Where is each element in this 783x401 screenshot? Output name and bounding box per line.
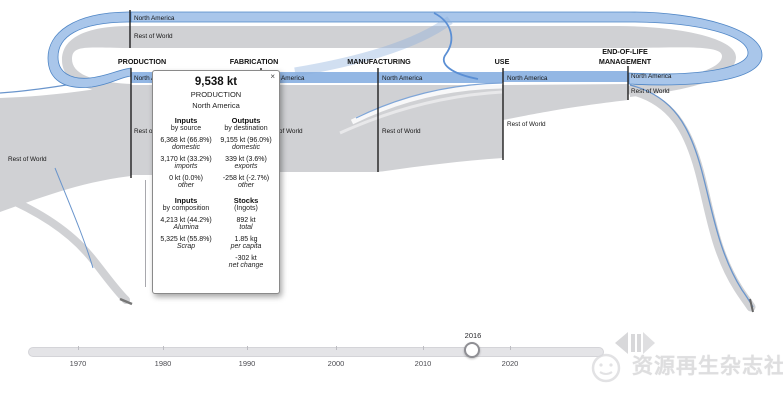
manufacturing-node-label-na: North America [382, 75, 423, 82]
tooltip-row: 4,213 kt (44.2%) Alumina [160, 217, 212, 231]
tooltip-row: -258 kt (-2.7%) other [222, 175, 270, 189]
tooltip-close-icon[interactable]: × [270, 72, 275, 81]
swoosh-white-band-1 [350, 83, 503, 125]
tooltip-region: North America [192, 101, 240, 110]
timeline-year-label: 2020 [501, 359, 519, 368]
flow-grey-fabrication-manufacturing[interactable] [261, 85, 378, 172]
tooltip-row: 3,170 kt (33.2%) imports [160, 156, 212, 170]
timeline-tick [336, 346, 337, 350]
flow-blue-fabrication-manufacturing[interactable] [261, 72, 378, 83]
timeline-year-label: 1990 [238, 359, 256, 368]
tooltip-row: 6,368 kt (66.8%) domestic [160, 137, 212, 151]
tooltip-row: 5,325 kt (55.8%) Scrap [160, 236, 212, 250]
timeline-tick [510, 346, 511, 350]
loop-grey-top-band[interactable] [131, 26, 736, 97]
tooltip-row: 0 kt (0.0%) other [169, 175, 203, 189]
flow-blue-use-eol[interactable] [503, 71, 628, 82]
scrap-node-label-na: North America [134, 15, 175, 22]
timeline-track[interactable] [28, 347, 604, 357]
tooltip-row-empty [158, 255, 214, 269]
timeline-tick [247, 346, 248, 350]
manufacturing-node-label-row: Rest of World [382, 128, 421, 135]
swoosh-blue-band-line [355, 82, 503, 119]
stage-header-production: PRODUCTION [118, 57, 166, 66]
use-node-label-row: Rest of World [507, 121, 546, 128]
timeline-tick [163, 346, 164, 350]
flow-grey-use-eol[interactable] [503, 84, 628, 120]
stage-header-eol-line1: END-OF-LIFE [602, 47, 648, 56]
tooltip-stage: PRODUCTION [190, 90, 242, 99]
sink-bar-right [749, 298, 754, 313]
loop-blue-top-band[interactable] [130, 11, 763, 86]
tooltip-inputs-composition-header: Inputs by composition [162, 196, 210, 212]
eol-node-label-na: North America [631, 73, 672, 80]
stage-header-use: USE [495, 57, 510, 66]
tooltip-row: 1.85 kg per capita [230, 236, 262, 250]
tooltip-outputs-header: Outputs by destination [224, 116, 268, 132]
timeline-year-label: 1970 [69, 359, 87, 368]
timeline-year-label: 2010 [414, 359, 432, 368]
node-tooltip: × 9,538 kt PRODUCTION North America Inpu… [152, 70, 280, 294]
flow-loss-bottom-left[interactable] [0, 192, 130, 304]
stage-header-manufacturing: MANUFACTURING [347, 57, 411, 66]
stage-header-fabrication: FABRICATION [230, 57, 279, 66]
flow-blue-manufacturing-use[interactable] [378, 72, 503, 83]
flow-imports-left[interactable] [0, 84, 131, 212]
left-flow-label: Rest of World [8, 156, 47, 163]
swoosh-ellipse-right [433, 12, 479, 80]
timeline-tick [78, 346, 79, 350]
tooltip-row: 892 kt total [236, 217, 256, 231]
stage-header-eol-line2: MANAGEMENT [599, 57, 652, 66]
tooltip-stocks-header: Stocks (Ingots) [233, 196, 259, 212]
swoosh-light-blue-sweep [294, 16, 453, 77]
tooltip-row: 339 kt (3.6%) exports [225, 156, 267, 170]
flow-loss-bottom-right[interactable] [625, 85, 756, 312]
flow-loss-blue-line[interactable] [629, 84, 754, 308]
fabrication-node-label-na: North America [264, 75, 305, 82]
timeline-year-label: 2000 [327, 359, 345, 368]
swoosh-white-band-2 [339, 90, 503, 135]
timeline-year-label: 1980 [154, 359, 172, 368]
flow-crossing-blue-line[interactable] [54, 167, 94, 269]
loop-blue-left-curve[interactable] [47, 11, 132, 88]
tooltip-row: 9,155 kt (96.0%) domestic [220, 137, 272, 151]
tooltip-row: -302 kt net change [228, 255, 264, 269]
tooltip-total: 9,538 kt [194, 76, 238, 88]
timeline-slider-handle[interactable] [464, 342, 480, 358]
tooltip-inputs-source-header: Inputs by source [170, 116, 202, 132]
use-node-label-na: North America [507, 75, 548, 82]
scrap-node-label-row: Rest of World [134, 33, 173, 40]
timeline-current-year: 2016 [464, 331, 482, 340]
timeline-tick [423, 346, 424, 350]
fabrication-node-label-row: Rest of World [264, 128, 303, 135]
eol-node-label-row: Rest of World [631, 88, 670, 95]
sink-bar-left [119, 297, 133, 306]
